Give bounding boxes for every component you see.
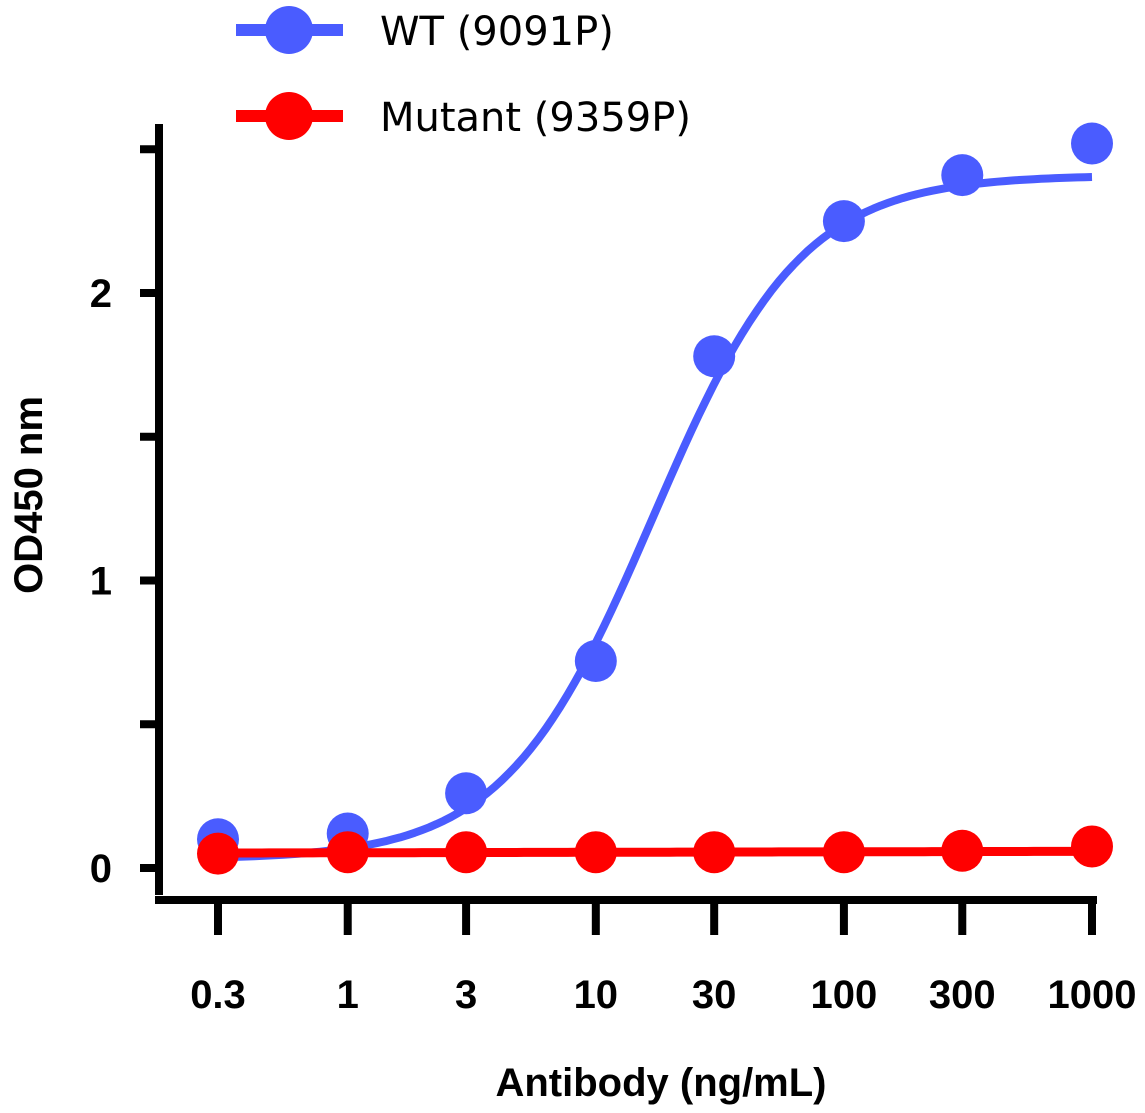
x-tick-label: 10	[574, 973, 619, 1017]
x-axis-title: Antibody (ng/mL)	[495, 1061, 826, 1105]
x-axis-ticks: 0.3 1 3 10 30 100 300 1000	[190, 898, 1136, 1017]
x-tick-label: 1000	[1048, 973, 1137, 1017]
x-tick-label: 30	[692, 973, 737, 1017]
data-point-mutant	[941, 829, 984, 872]
x-tick-label: 1	[337, 973, 359, 1017]
data-point-mutant	[693, 831, 736, 874]
data-point-wt	[693, 335, 736, 378]
x-tick-label: 100	[811, 973, 878, 1017]
legend-label-mutant: Mutant (9359P)	[380, 95, 691, 141]
legend: WT (9091P) Mutant (9359P)	[236, 6, 691, 141]
x-tick-label: 0.3	[190, 973, 246, 1017]
legend-label-wt: WT (9091P)	[380, 9, 614, 55]
data-point-wt	[941, 154, 984, 197]
legend-item-mutant: Mutant (9359P)	[236, 92, 691, 141]
legend-marker-wt	[265, 6, 313, 54]
data-point-wt	[574, 640, 617, 682]
fit-curve-wt	[217, 173, 1093, 862]
data-point-mutant	[574, 831, 617, 874]
data-point-wt	[822, 200, 865, 243]
y-axis-title: OD450 nm	[7, 396, 51, 594]
data-point-wt	[445, 772, 488, 815]
plot-area	[197, 122, 1113, 875]
legend-marker-mutant	[265, 92, 313, 140]
y-tick-label: 0	[90, 847, 112, 891]
y-axis-ticks: 0 1 2	[90, 145, 160, 891]
x-tick-label: 3	[455, 973, 477, 1017]
data-point-mutant	[197, 832, 239, 875]
y-tick-label: 2	[90, 272, 112, 316]
data-point-mutant	[1071, 825, 1113, 868]
y-tick-label: 1	[90, 560, 112, 604]
data-point-mutant	[326, 831, 369, 874]
legend-item-wt: WT (9091P)	[236, 6, 614, 55]
x-tick-label: 300	[929, 973, 996, 1017]
data-point-mutant	[445, 831, 488, 874]
data-point-wt	[1071, 122, 1113, 165]
data-point-mutant	[822, 831, 865, 874]
